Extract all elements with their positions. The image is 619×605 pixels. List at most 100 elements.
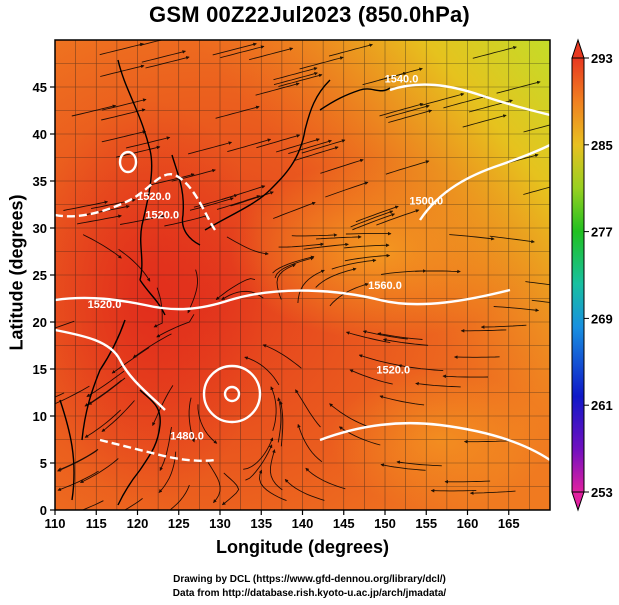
streamline <box>275 138 320 153</box>
streamline <box>79 458 119 484</box>
streamline <box>376 209 420 226</box>
streamline <box>344 243 390 249</box>
streamline <box>385 160 430 175</box>
streamline <box>523 124 550 133</box>
coastline-korean-peninsula <box>171 154 201 246</box>
streamline <box>355 205 399 223</box>
streamline <box>111 347 150 374</box>
streamline <box>150 173 195 186</box>
contour-1560 <box>55 288 511 311</box>
chart-title: GSM 00Z22Jul2023 (850.0hPa) <box>149 2 470 27</box>
contour-labels: 1520.0 1520.0 1520.0 1560.0 1500.0 1520.0 1480… <box>88 73 443 442</box>
y-tick-label: 20 <box>33 315 47 330</box>
streamline <box>269 449 283 491</box>
x-tick-label: 150 <box>374 516 396 531</box>
streamline <box>331 258 377 270</box>
contour-label: 1560.0 <box>368 280 402 292</box>
streamline <box>295 389 321 428</box>
colorbar-tick-label: 269 <box>591 311 613 326</box>
colorbar-tick-label: 253 <box>591 485 613 500</box>
y-tick-label: 10 <box>33 409 47 424</box>
streamline <box>396 460 442 467</box>
streamline <box>382 338 429 346</box>
streamline <box>278 242 325 248</box>
contour-label: 1480.0 <box>170 431 204 443</box>
streamline <box>358 354 403 367</box>
streamline <box>303 242 349 250</box>
streamline <box>388 109 433 123</box>
y-tick-label: 15 <box>33 362 47 377</box>
streamline <box>278 73 323 87</box>
streamline <box>82 234 122 259</box>
coastline-hokkaido <box>319 87 391 111</box>
x-axis-ticks: 110 115 120 125 130 135 140 145 150 155 160 165 <box>45 510 520 531</box>
streamline <box>430 488 477 493</box>
y-tick-label: 30 <box>33 221 47 236</box>
streamline <box>349 369 393 385</box>
streamline <box>297 423 323 463</box>
streamline <box>255 82 300 96</box>
geopotential-contours <box>55 83 550 462</box>
y-tick-label: 35 <box>33 174 47 189</box>
streamline <box>284 478 325 501</box>
streamline <box>493 306 540 312</box>
contour-1500 <box>419 143 550 221</box>
streamline <box>84 409 122 438</box>
streamline <box>57 449 98 472</box>
streamline <box>159 427 172 471</box>
streamline <box>101 400 135 432</box>
streamline <box>379 395 425 406</box>
x-tick-label: 135 <box>250 516 272 531</box>
x-tick-label: 145 <box>333 516 355 531</box>
streamline <box>377 332 423 340</box>
y-tick-label: 25 <box>33 268 47 283</box>
y-axis-ticks: 0 5 10 15 20 25 30 35 40 45 <box>33 80 55 518</box>
streamline <box>316 235 362 240</box>
contour-label: 1520.0 <box>145 210 179 222</box>
streamline <box>443 95 488 109</box>
streamline <box>226 236 269 256</box>
streamline <box>120 214 165 225</box>
streamline <box>305 467 346 490</box>
streamline <box>63 200 109 211</box>
graticule <box>55 40 550 510</box>
contour-1520-west <box>55 328 166 411</box>
streamline <box>132 333 172 358</box>
streamline <box>220 45 265 59</box>
colorbar-ticks: 293 285 277 269 261 253 <box>584 51 613 500</box>
streamline <box>156 314 195 338</box>
streamline <box>139 40 164 46</box>
streamline <box>415 269 461 274</box>
contour-label: 1520.0 <box>137 191 171 203</box>
streamline <box>258 469 287 502</box>
streamline <box>188 397 195 443</box>
y-tick-label: 0 <box>40 503 47 518</box>
streamline <box>462 114 507 128</box>
streamline <box>329 403 369 428</box>
streamline <box>216 195 261 210</box>
streamline <box>215 105 260 119</box>
streamline <box>454 355 500 359</box>
colorbar-tick-label: 261 <box>591 398 613 413</box>
streamline <box>294 146 339 161</box>
streamline <box>480 324 527 329</box>
colorbar-tick-label: 277 <box>591 225 613 240</box>
y-tick-label: 5 <box>40 456 47 471</box>
contour-label: 1540.0 <box>385 73 419 85</box>
coastline-philippines <box>117 389 161 506</box>
streamline <box>221 185 266 200</box>
streamline <box>187 141 233 155</box>
coastlines <box>59 59 391 506</box>
streamline <box>320 158 364 174</box>
streamline <box>472 45 517 59</box>
streamline <box>100 64 145 77</box>
streamline <box>123 498 143 510</box>
streamline <box>272 255 315 274</box>
contour-1540 <box>389 83 550 117</box>
streamline <box>420 92 465 107</box>
streamline <box>244 356 280 386</box>
streamline <box>57 470 99 491</box>
x-tick-label: 130 <box>209 516 231 531</box>
streamline <box>207 462 221 504</box>
